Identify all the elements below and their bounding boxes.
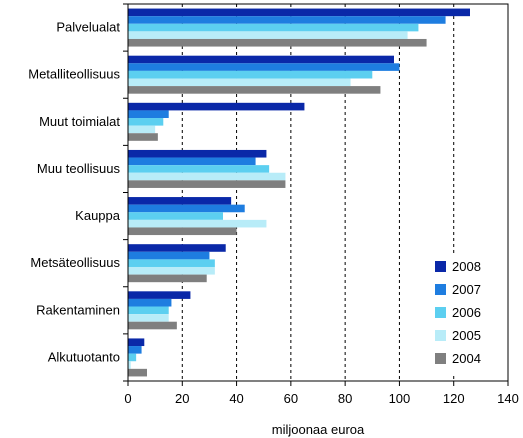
bar-5-2004 (128, 274, 207, 283)
bar-3-2008 (128, 149, 267, 158)
bar-5-2007 (128, 251, 210, 260)
bar-1-2005 (128, 78, 351, 87)
bar-4-2008 (128, 197, 232, 205)
bar-0-2004 (128, 38, 427, 47)
bar-3-2005 (128, 172, 286, 181)
legend-label-2007: 2007 (452, 282, 481, 297)
bar-0-2006 (128, 23, 419, 32)
category-label-4: Kauppa (75, 208, 121, 223)
bar-6-2007 (128, 298, 172, 307)
x-tick-label-60: 60 (284, 391, 298, 406)
bar-7-2008 (128, 338, 145, 347)
bar-0-2005 (128, 31, 408, 39)
bar-1-2007 (128, 63, 400, 71)
bar-3-2007 (128, 157, 256, 166)
bar-5-2008 (128, 244, 226, 252)
x-tick-label-80: 80 (338, 391, 352, 406)
bar-0-2007 (128, 16, 446, 24)
x-tick-label-20: 20 (175, 391, 189, 406)
x-tick-label-0: 0 (124, 391, 131, 406)
bar-4-2006 (128, 212, 223, 220)
x-axis-title: miljoonaa euroa (272, 422, 365, 437)
bar-2-2006 (128, 118, 164, 126)
x-tick-label-40: 40 (229, 391, 243, 406)
bar-7-2007 (128, 346, 142, 354)
category-label-2: Muut toimialat (39, 114, 120, 129)
bar-2-2004 (128, 133, 158, 141)
legend-swatch-2005 (435, 330, 446, 341)
legend-swatch-2006 (435, 307, 446, 318)
bar-2-2008 (128, 102, 305, 111)
bar-1-2006 (128, 70, 373, 79)
bar-7-2004 (128, 368, 147, 377)
x-tick-label-100: 100 (389, 391, 411, 406)
bar-5-2005 (128, 266, 215, 275)
category-label-3: Muu teollisuus (37, 161, 121, 176)
legend: 2008 2007 2006 2005 2004 (428, 255, 498, 373)
legend-swatch-2007 (435, 284, 446, 295)
bar-1-2004 (128, 86, 381, 94)
bar-7-2006 (128, 353, 137, 362)
bar-0-2008 (128, 8, 470, 17)
legend-label-2006: 2006 (452, 305, 481, 320)
tick-labels: 0 20 40 60 80 100 120 140 (124, 391, 518, 406)
x-tick-label-120: 120 (443, 391, 465, 406)
bar-3-2006 (128, 165, 270, 173)
legend-label-2005: 2005 (452, 328, 481, 343)
category-label-0: Palvelualat (56, 20, 120, 35)
category-label-5: Metsäteollisuus (30, 255, 120, 270)
bar-5-2006 (128, 259, 215, 267)
bar-4-2004 (128, 227, 237, 236)
legend-label-2004: 2004 (452, 351, 481, 366)
category-label-6: Rakentaminen (36, 302, 120, 317)
legend-label-2008: 2008 (452, 259, 481, 274)
bar-6-2008 (128, 291, 191, 299)
bar-7-2005 (128, 361, 131, 369)
bar-2-2007 (128, 110, 169, 119)
legend-swatch-2004 (435, 353, 446, 364)
category-labels: Palvelualat Metalliteollisuus Muut toimial… (28, 20, 121, 365)
x-tick-label-140: 140 (497, 391, 519, 406)
category-label-7: Alkutuotanto (48, 349, 120, 364)
bar-6-2004 (128, 321, 177, 330)
bar-6-2005 (128, 314, 169, 322)
axes (123, 3, 509, 386)
bar-4-2005 (128, 219, 267, 228)
bar-6-2006 (128, 306, 169, 315)
bars (128, 8, 470, 377)
bar-1-2008 (128, 55, 394, 64)
bar-2-2005 (128, 125, 156, 134)
bar-4-2007 (128, 204, 245, 213)
bar-3-2004 (128, 180, 286, 188)
category-label-1: Metalliteollisuus (28, 67, 120, 82)
legend-swatch-2008 (435, 261, 446, 272)
